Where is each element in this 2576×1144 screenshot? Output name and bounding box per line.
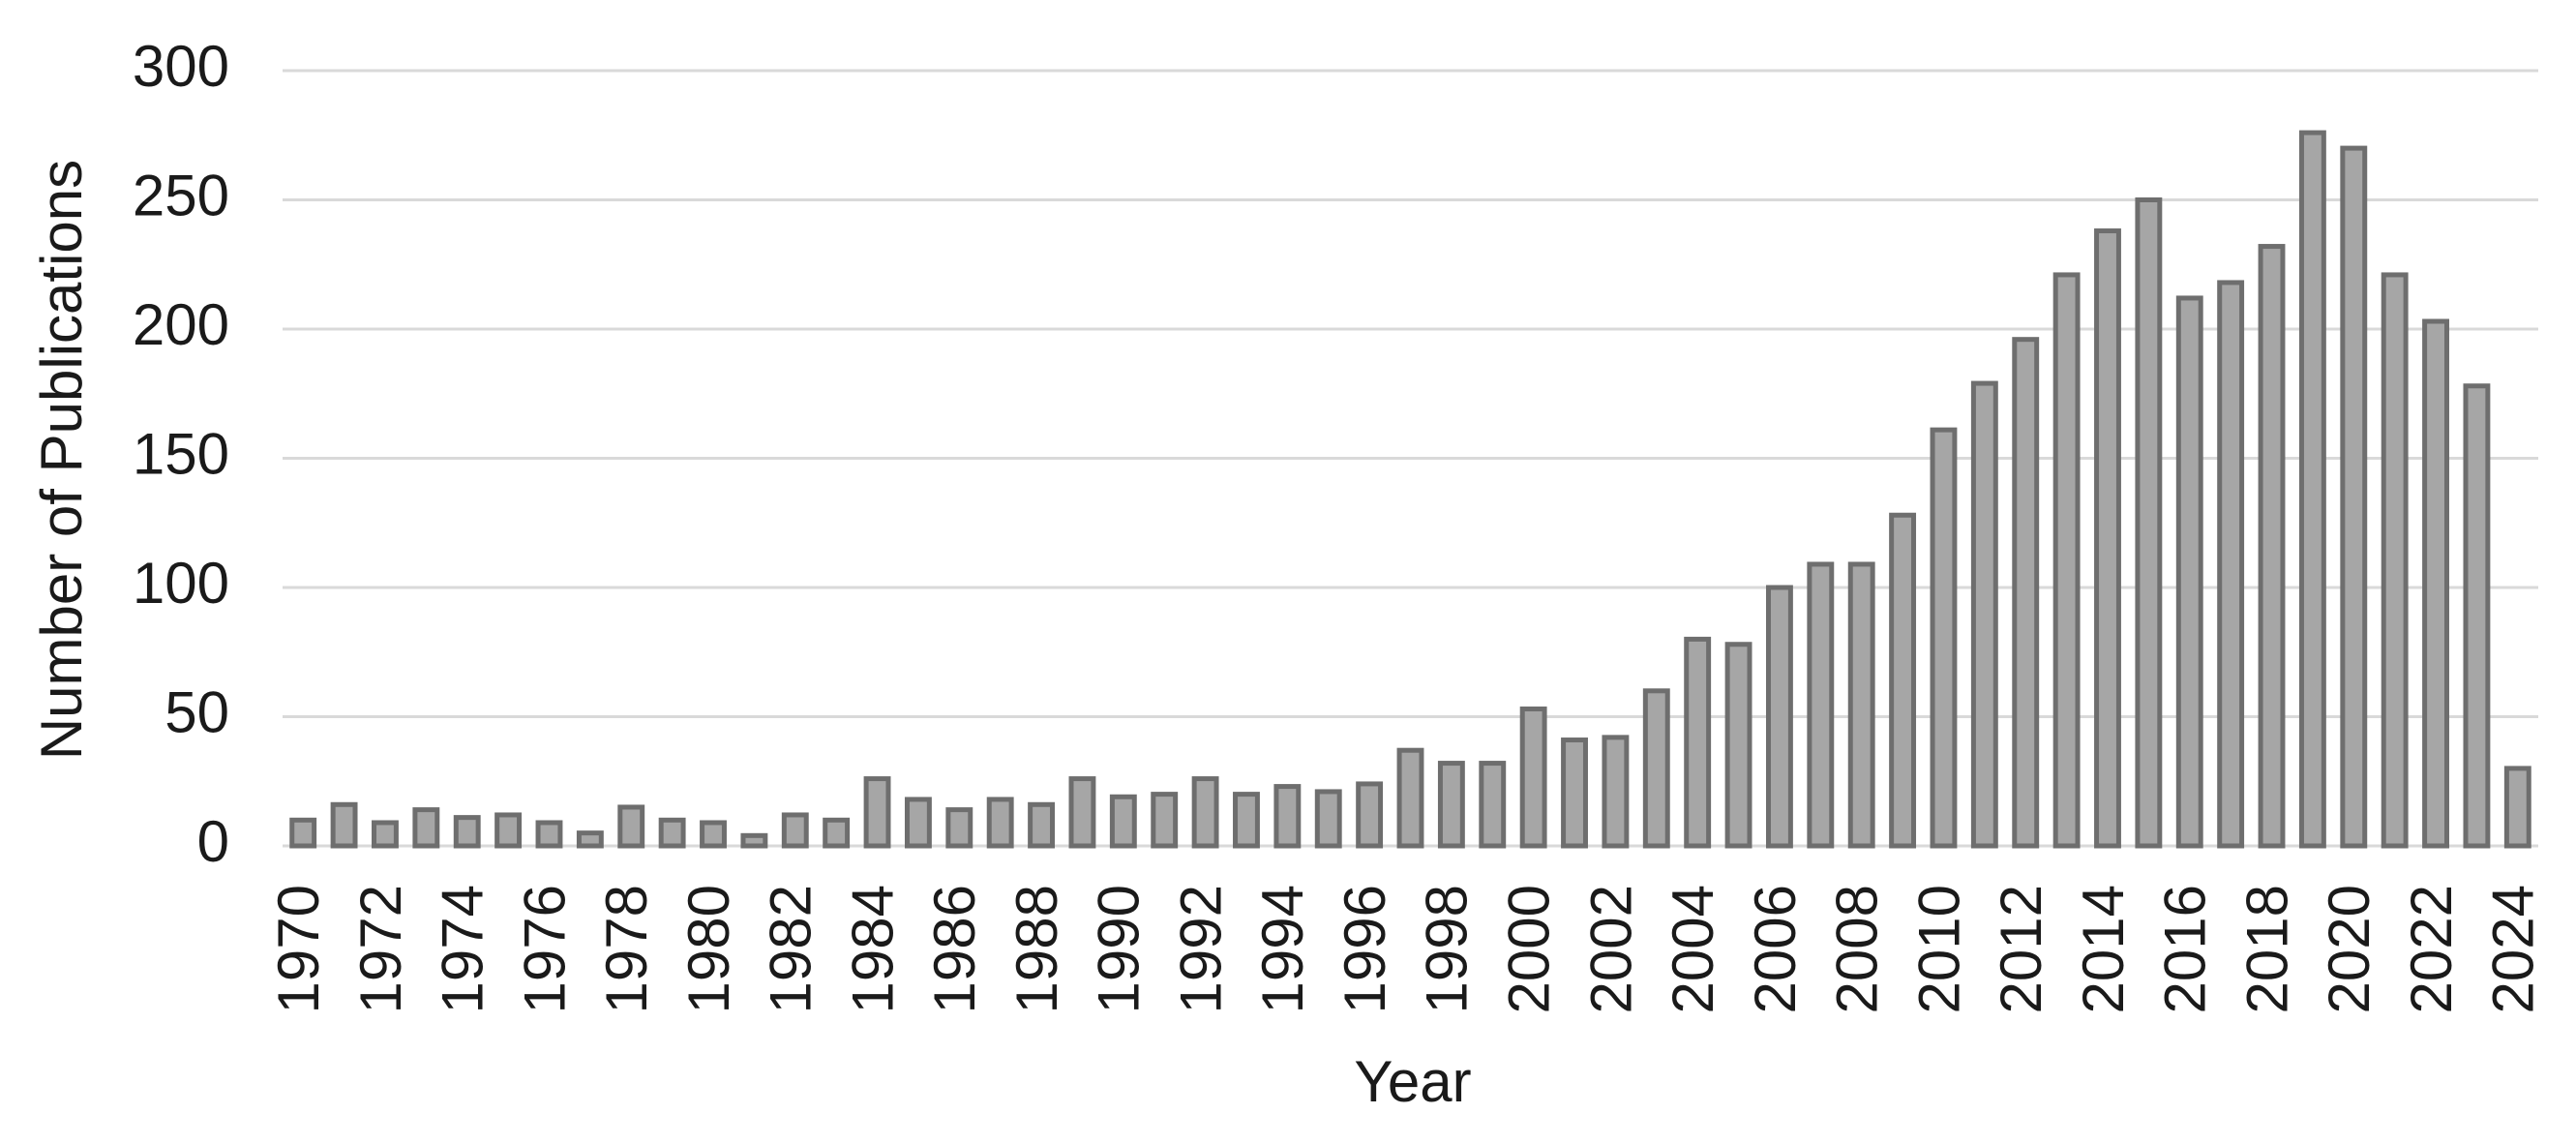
bar <box>2340 145 2368 849</box>
x-tick-label: 1998 <box>1415 885 1480 1013</box>
x-tick-label: 1992 <box>1168 885 1233 1013</box>
bar <box>1437 761 1465 849</box>
bar <box>1273 784 1302 849</box>
bar <box>823 817 851 849</box>
bar <box>289 817 317 849</box>
bar <box>1519 706 1547 849</box>
bar <box>2503 766 2531 849</box>
bar <box>1807 561 1835 849</box>
bar <box>1314 789 1342 849</box>
bar <box>1356 781 1384 849</box>
bar <box>535 820 563 849</box>
x-tick-label: 1980 <box>676 885 741 1013</box>
bar <box>1233 792 1260 849</box>
y-tick-label: 150 <box>133 421 229 486</box>
bar <box>412 807 440 849</box>
x-tick-label: 2012 <box>1989 885 2053 1013</box>
x-tick-label: 1994 <box>1250 885 1315 1013</box>
x-tick-label: 1988 <box>1004 885 1069 1013</box>
bar <box>1889 512 1917 849</box>
bar <box>1724 642 1752 849</box>
x-tick-label: 1982 <box>759 885 824 1013</box>
x-tick-label: 2018 <box>2234 885 2299 1013</box>
bar <box>1396 747 1424 849</box>
bar <box>1151 792 1179 849</box>
bar <box>330 801 358 849</box>
x-tick-label: 1986 <box>922 885 987 1013</box>
bar <box>863 776 891 849</box>
bar <box>1765 585 1793 849</box>
bar <box>1561 738 1588 849</box>
x-tick-label: 2008 <box>1825 885 1890 1013</box>
x-tick-label: 1984 <box>840 885 905 1013</box>
x-tick-label: 1976 <box>512 885 577 1013</box>
bar <box>2135 197 2163 849</box>
bar <box>700 820 727 849</box>
bar <box>453 815 481 849</box>
x-tick-label: 2014 <box>2071 885 2136 1013</box>
bar <box>372 820 399 849</box>
bar <box>1109 794 1137 849</box>
bar <box>2012 337 2040 849</box>
bar <box>986 797 1014 849</box>
y-tick-label: 0 <box>197 809 229 874</box>
y-tick-label: 200 <box>133 292 229 357</box>
bar <box>1684 636 1712 849</box>
x-tick-label: 1990 <box>1087 885 1152 1013</box>
x-tick-label: 2010 <box>1906 885 1971 1013</box>
x-tick-label: 1978 <box>594 885 659 1013</box>
bar <box>1068 776 1096 849</box>
bar <box>2175 295 2203 849</box>
bar <box>2298 130 2326 849</box>
y-tick-label: 100 <box>133 551 229 616</box>
bar <box>1847 561 1875 849</box>
x-tick-label: 2004 <box>1661 885 1725 1013</box>
bar <box>904 797 932 849</box>
bar <box>1191 776 1219 849</box>
x-tick-label: 2024 <box>2481 885 2546 1013</box>
bar <box>2422 318 2449 849</box>
y-tick-label: 50 <box>165 679 229 744</box>
x-tick-label: 1972 <box>348 885 413 1013</box>
bar <box>1479 761 1507 849</box>
x-tick-label: 1970 <box>266 885 331 1013</box>
y-axis-title: Number of Publications <box>29 160 94 760</box>
y-tick-label: 300 <box>133 34 229 99</box>
bar <box>617 804 645 849</box>
bar <box>2094 228 2121 849</box>
x-axis-title: Year <box>1354 1049 1471 1114</box>
x-tick-label: 2020 <box>2317 885 2381 1013</box>
x-tick-label: 2000 <box>1496 885 1561 1013</box>
bar <box>781 812 809 849</box>
x-tick-label: 1996 <box>1333 885 1397 1013</box>
x-tick-label: 2006 <box>1743 885 1808 1013</box>
bar <box>1930 427 1958 849</box>
x-tick-label: 2022 <box>2399 885 2464 1013</box>
bar <box>2463 383 2491 849</box>
bar <box>2217 280 2245 849</box>
x-tick-label: 2002 <box>1578 885 1643 1013</box>
bar <box>494 812 523 849</box>
bar <box>576 830 604 849</box>
bar <box>1028 801 1056 849</box>
x-tick-label: 2016 <box>2153 885 2218 1013</box>
bar <box>1642 688 1670 849</box>
bar <box>658 817 686 849</box>
bar <box>2381 272 2409 849</box>
bar <box>2258 244 2286 849</box>
y-tick-label: 250 <box>133 163 229 227</box>
bar <box>740 832 768 849</box>
x-tick-label: 1974 <box>431 885 495 1013</box>
bar <box>945 807 973 849</box>
bar <box>1970 380 1998 849</box>
bar <box>1602 735 1630 849</box>
bar <box>2052 272 2081 849</box>
